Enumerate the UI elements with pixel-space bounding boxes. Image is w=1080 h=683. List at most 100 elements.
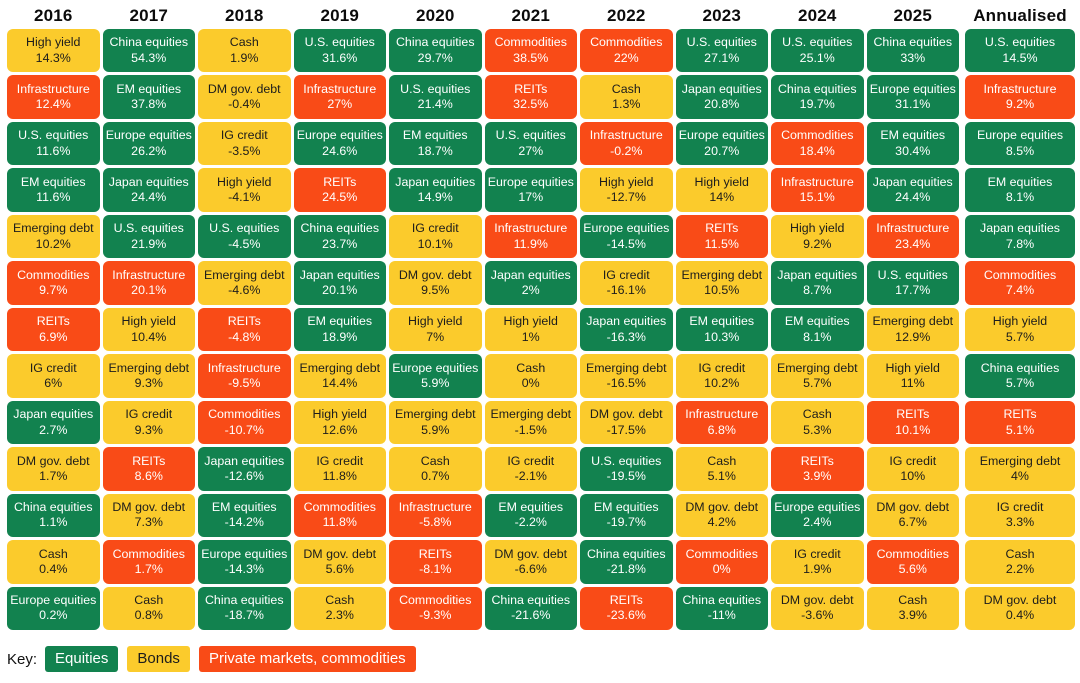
asset-name: High yield <box>599 174 654 189</box>
asset-cell: IG credit 10% <box>866 447 959 491</box>
asset-return-value: -8.1% <box>419 561 452 576</box>
asset-name: China equities <box>300 221 380 236</box>
asset-return-value: -2.1% <box>514 469 547 483</box>
asset-name: Infrastructure <box>983 81 1057 96</box>
asset-return-value: 6.8% <box>707 422 736 437</box>
asset-cell: DM gov. debt 1.7% <box>7 447 100 491</box>
asset-return-value: 2.3% <box>325 608 354 623</box>
asset-return-value: 2.4% <box>803 515 832 530</box>
key-items: Equities Bonds Private markets, commoditie… <box>45 646 425 673</box>
asset-name: DM gov. debt <box>112 500 186 515</box>
column-header: Annualised <box>973 6 1067 25</box>
asset-cell: EM equities 18.7% <box>389 121 482 166</box>
asset-return-value: 5.6% <box>898 561 927 576</box>
column-header: 2021 <box>511 6 551 25</box>
asset-cell: REITs 10.1% <box>866 400 959 445</box>
asset-name: U.S. equities <box>113 221 184 236</box>
asset-name: Infrastructure <box>16 81 90 96</box>
asset-cell: U.S. equities 27.1% <box>675 29 768 73</box>
asset-cell: IG credit 10.1% <box>389 214 482 259</box>
asset-name: DM gov. debt <box>207 81 281 96</box>
asset-cell: DM gov. debt -3.6% <box>771 586 864 631</box>
column-2022: 2022 Commodities 22% Cash 1.3% Infrastructure… <box>580 4 673 633</box>
asset-name: REITs <box>36 314 70 329</box>
asset-cell: China equities -21.8% <box>580 540 673 584</box>
asset-return-value: 6% <box>44 376 63 391</box>
asset-cell: U.S. equities 25.1% <box>771 29 864 73</box>
asset-return-value: 54.3% <box>131 50 167 65</box>
asset-cell: Emerging debt 12.9% <box>866 307 959 352</box>
asset-cell: Europe equities 17% <box>484 168 577 212</box>
asset-return-value: -4.6% <box>228 283 261 298</box>
asset-name: U.S. equities <box>984 35 1056 50</box>
asset-cell: Cash 5.3% <box>771 400 864 445</box>
asset-name: U.S. equities <box>400 81 471 96</box>
asset-cell: Infrastructure -0.2% <box>580 121 673 166</box>
asset-name: High yield <box>503 314 558 329</box>
asset-cell: Emerging debt 5.9% <box>389 400 482 445</box>
asset-return-value: 29.7% <box>417 50 453 65</box>
asset-return-value: 2% <box>521 283 540 298</box>
asset-cell: IG credit 1.9% <box>771 540 864 584</box>
asset-name: Commodities <box>208 407 281 422</box>
asset-cell: High yield 11% <box>866 354 959 398</box>
key-item-equities: Equities <box>45 646 119 673</box>
asset-return-value: 5.7% <box>803 376 832 391</box>
asset-return-value: 2.7% <box>39 422 68 437</box>
asset-return-value: -1.5% <box>514 422 547 437</box>
asset-cell: DM gov. debt -0.4% <box>198 75 291 119</box>
asset-return-value: 7.3% <box>134 515 163 530</box>
column-2017: 2017 China equities 54.3% EM equities 37.8% E… <box>102 4 195 633</box>
asset-cell: Japan equities 20.1% <box>293 261 386 305</box>
asset-cell: China equities 54.3% <box>102 29 195 73</box>
column-header: 2016 <box>33 6 73 25</box>
asset-cell: China equities 1.1% <box>7 493 100 538</box>
asset-name: IG credit <box>602 267 650 282</box>
asset-cell: China equities 19.7% <box>771 75 864 119</box>
asset-return-value: 24.6% <box>322 143 358 158</box>
asset-cell: Europe equities 5.9% <box>389 354 482 398</box>
asset-name: Infrastructure <box>685 407 759 422</box>
asset-name: Commodities <box>399 593 472 608</box>
asset-cell: Commodities -10.7% <box>198 400 291 445</box>
asset-name: Cash <box>1005 546 1035 561</box>
asset-return-value: -23.6% <box>606 608 646 623</box>
asset-cell: Cash 2.2% <box>965 540 1075 584</box>
asset-return-value: 21.4% <box>417 97 453 112</box>
asset-return-value: 24.4% <box>895 190 931 205</box>
asset-return-value: 3.3% <box>1005 515 1035 530</box>
asset-return-value: 14.4% <box>322 376 358 391</box>
asset-cell: High yield -12.7% <box>580 168 673 212</box>
asset-name: Infrastructure <box>780 174 854 189</box>
asset-return-value: 18.9% <box>322 329 358 344</box>
asset-name: Emerging debt <box>108 360 190 375</box>
column-2025: 2025 China equities 33% Europe equities 31.1… <box>866 4 959 633</box>
asset-name: REITs <box>1003 407 1037 422</box>
asset-cell: EM equities 10.3% <box>675 307 768 352</box>
asset-return-value: 5.7% <box>1005 329 1035 344</box>
asset-cell: Japan equities 20.8% <box>675 75 768 119</box>
asset-name: China equities <box>586 546 666 561</box>
asset-name: Europe equities <box>296 128 383 143</box>
asset-return-value: 38.5% <box>513 50 549 65</box>
column-2016: 2016 High yield 14.3% Infrastructure 12.4% U.… <box>7 4 100 633</box>
asset-return-value: 9.2% <box>803 236 832 251</box>
asset-cell: EM equities 30.4% <box>866 121 959 166</box>
asset-name: Commodities <box>983 267 1057 282</box>
asset-name: High yield <box>790 221 845 236</box>
asset-name: IG credit <box>125 407 173 422</box>
asset-cell: EM equities -2.2% <box>484 493 577 538</box>
asset-cell: IG credit 10.2% <box>675 354 768 398</box>
asset-cell: Infrastructure 20.1% <box>102 261 195 305</box>
asset-cell: IG credit -16.1% <box>580 261 673 305</box>
asset-return-value: 14.9% <box>417 190 453 205</box>
asset-cell: Cash 3.9% <box>866 586 959 631</box>
asset-name: Japan equities <box>204 453 285 468</box>
asset-return-value: -9.5% <box>228 376 261 391</box>
asset-name: High yield <box>217 174 272 189</box>
asset-name: Japan equities <box>299 267 380 282</box>
asset-name: Europe equities <box>976 128 1064 143</box>
asset-return-value: -0.4% <box>228 97 261 112</box>
chart-key: Key: Equities Bonds Private markets, commo… <box>7 646 1080 673</box>
asset-return-value: 11.8% <box>322 515 357 530</box>
